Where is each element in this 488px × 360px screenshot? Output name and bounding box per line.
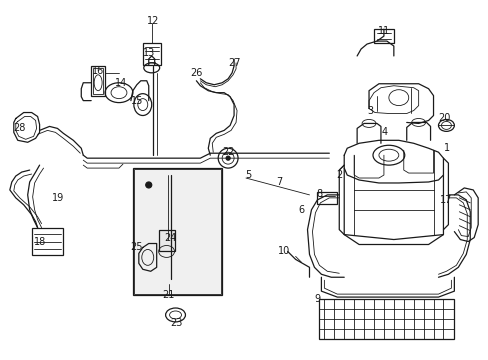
Text: 20: 20	[437, 113, 450, 123]
Text: 15: 15	[130, 96, 142, 105]
Bar	[133, 168, 222, 295]
Text: 24: 24	[164, 233, 176, 243]
Text: 25: 25	[130, 243, 143, 252]
Text: 27: 27	[227, 58, 240, 68]
Text: 16: 16	[92, 66, 104, 76]
Bar	[319, 299, 453, 339]
Text: 14: 14	[115, 78, 127, 88]
Ellipse shape	[145, 182, 151, 188]
Text: 7: 7	[276, 177, 282, 187]
Text: 3: 3	[366, 105, 372, 116]
Text: 10: 10	[277, 247, 289, 256]
Text: 11: 11	[377, 26, 389, 36]
Text: 12: 12	[146, 16, 159, 26]
Text: 4: 4	[381, 127, 387, 138]
Bar	[142, 43, 161, 65]
Text: 18: 18	[33, 237, 45, 247]
Text: 9: 9	[314, 294, 320, 304]
Text: 8: 8	[316, 189, 322, 199]
Text: 2: 2	[335, 170, 342, 180]
Bar	[91, 66, 105, 96]
Text: 19: 19	[52, 193, 64, 203]
Bar	[134, 169, 221, 294]
Text: 17: 17	[439, 195, 452, 205]
Ellipse shape	[225, 156, 230, 160]
Text: 26: 26	[190, 68, 202, 78]
Bar	[32, 228, 63, 255]
Text: 13: 13	[142, 48, 155, 58]
Text: 5: 5	[244, 170, 250, 180]
Bar	[93, 68, 103, 94]
Text: 22: 22	[222, 147, 234, 157]
Bar	[317, 192, 337, 204]
Text: 21: 21	[162, 290, 174, 300]
Text: 28: 28	[14, 123, 26, 134]
Text: 1: 1	[444, 143, 449, 153]
Bar	[373, 29, 393, 43]
Text: 23: 23	[170, 318, 183, 328]
Bar	[158, 230, 174, 251]
Text: 6: 6	[298, 205, 304, 215]
